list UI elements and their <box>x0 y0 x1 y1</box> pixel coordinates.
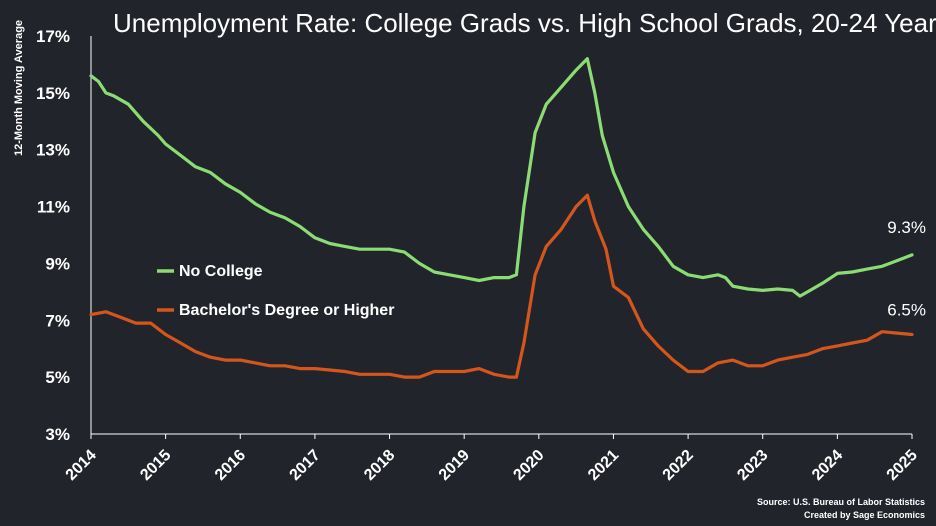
series-line-no-college <box>89 57 914 298</box>
end-value-label: 6.5% <box>887 301 926 320</box>
x-tick-label: 2020 <box>510 447 547 484</box>
source-note: Source: U.S. Bureau of Labor Statistics <box>757 497 925 507</box>
credit-note: Created by Sage Economics <box>804 510 925 520</box>
x-tick-label: 2017 <box>287 447 324 484</box>
x-tick-label: 2016 <box>212 447 249 484</box>
y-tick-label: 15% <box>36 84 70 103</box>
x-axis-ticks: 2014 2015 2016 2017 2018 2019 2020 2021 2022 2023… <box>63 434 921 484</box>
x-tick-label: 2014 <box>63 447 100 484</box>
y-tick-label: 13% <box>36 141 70 160</box>
y-tick-label: 5% <box>45 368 70 387</box>
x-tick-label: 2019 <box>436 447 473 484</box>
end-value-label: 9.3% <box>887 218 926 237</box>
x-tick-label: 2022 <box>660 447 697 484</box>
y-tick-label: 3% <box>45 425 70 444</box>
legend-label: No College <box>179 263 263 280</box>
series-layer <box>89 57 914 379</box>
chart-title: Unemployment Rate: College Grads vs. Hig… <box>113 8 936 38</box>
x-tick-label: 2015 <box>137 447 174 484</box>
y-axis-ticks: 3% 5% 7% 9% 11% 13% 15% 17% <box>36 27 70 444</box>
x-tick-label: 2021 <box>585 447 622 484</box>
end-labels: 9.3% 6.5% <box>887 218 926 320</box>
y-tick-label: 11% <box>37 198 70 217</box>
y-tick-label: 7% <box>45 311 70 330</box>
y-tick-label: 17% <box>36 27 70 46</box>
legend: No College Bachelor's Degree or Higher <box>157 263 394 319</box>
x-tick-label: 2023 <box>734 447 771 484</box>
legend-label: Bachelor's Degree or Higher <box>179 302 394 319</box>
x-tick-label: 2018 <box>361 447 398 484</box>
y-tick-label: 9% <box>45 254 70 273</box>
x-tick-label: 2025 <box>884 447 921 484</box>
series-line-bachelors <box>89 193 914 379</box>
y-axis-label: 12-Month Moving Average <box>13 20 25 156</box>
x-tick-label: 2024 <box>809 447 846 484</box>
